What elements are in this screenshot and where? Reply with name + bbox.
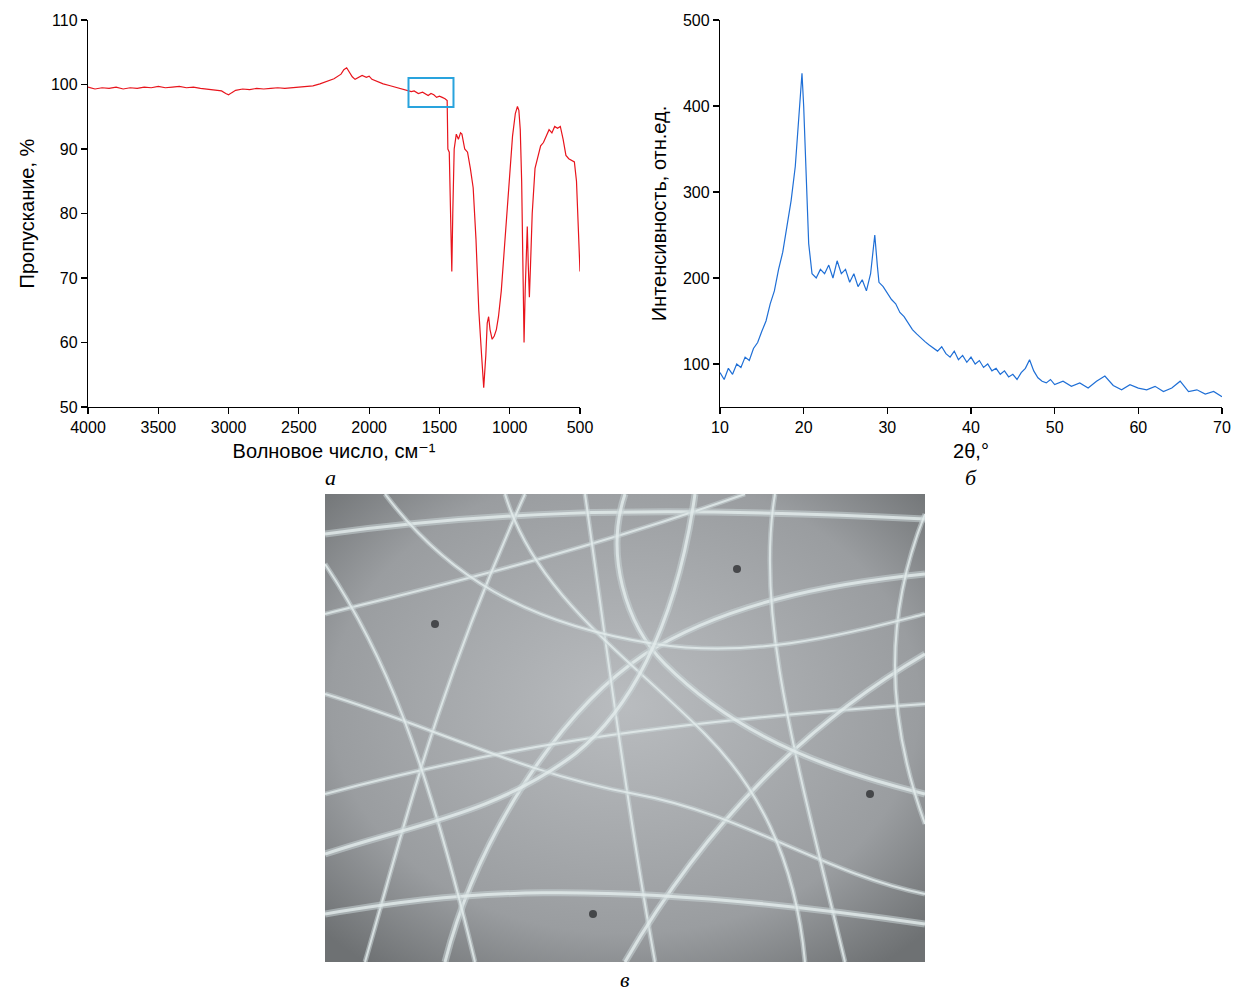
svg-text:60: 60: [60, 334, 78, 351]
svg-text:10: 10: [711, 419, 729, 436]
html-text:в: в: [620, 967, 630, 992]
svg-text:70: 70: [1213, 419, 1231, 436]
svg-text:1500: 1500: [422, 419, 458, 436]
svg-text:3500: 3500: [140, 419, 176, 436]
svg-text:100: 100: [683, 356, 710, 373]
svg-text:100: 100: [51, 76, 78, 93]
svg-text:2500: 2500: [281, 419, 317, 436]
svg-text:50: 50: [1046, 419, 1064, 436]
svg-text:80: 80: [60, 205, 78, 222]
svg-text:20: 20: [795, 419, 813, 436]
svg-text:500: 500: [683, 12, 710, 29]
svg-text:90: 90: [60, 141, 78, 158]
svg-text:1000: 1000: [492, 419, 528, 436]
svg-text:Волновое число, см⁻¹: Волновое число, см⁻¹: [233, 440, 436, 462]
svg-text:Пропускание, %: Пропускание, %: [16, 138, 38, 288]
svg-text:60: 60: [1129, 419, 1147, 436]
html-text:б: б: [965, 465, 977, 490]
svg-text:Интенсивность, отн.ед.: Интенсивность, отн.ед.: [648, 106, 670, 322]
svg-text:30: 30: [878, 419, 896, 436]
svg-text:50: 50: [60, 399, 78, 416]
svg-text:40: 40: [962, 419, 980, 436]
svg-text:4000: 4000: [70, 419, 106, 436]
svg-text:400: 400: [683, 98, 710, 115]
svg-text:3000: 3000: [211, 419, 247, 436]
svg-text:2000: 2000: [351, 419, 387, 436]
svg-text:70: 70: [60, 270, 78, 287]
svg-text:2θ,°: 2θ,°: [953, 440, 989, 462]
html-text:а: а: [325, 465, 336, 490]
svg-text:200: 200: [683, 270, 710, 287]
svg-text:500: 500: [567, 419, 594, 436]
svg-text:300: 300: [683, 184, 710, 201]
svg-text:110: 110: [52, 12, 78, 29]
